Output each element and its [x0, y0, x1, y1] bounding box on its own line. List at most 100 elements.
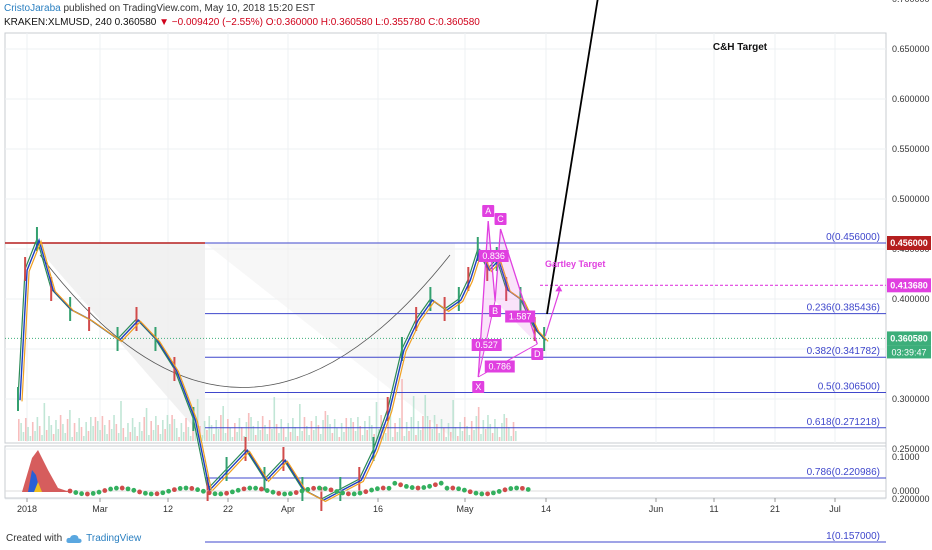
volume-bar: [203, 421, 206, 441]
volume-bar: [43, 403, 46, 441]
osc-dot: [212, 491, 218, 497]
osc-dot: [502, 487, 508, 493]
volume-bar: [124, 437, 127, 441]
tradingview-link[interactable]: TradingView: [86, 533, 142, 544]
fib-level-label: 0.236(0.385436): [807, 303, 880, 314]
volume-bar: [115, 424, 118, 441]
volume-bar: [99, 430, 101, 441]
volume-bar: [224, 433, 227, 441]
osc-dot: [392, 480, 398, 486]
osc-dot: [433, 482, 438, 488]
osc-dot: [479, 491, 485, 497]
price-tag: [887, 236, 931, 250]
osc-dot: [456, 486, 461, 492]
price-tag: [887, 278, 931, 293]
volume-bar: [292, 418, 294, 441]
volume-bar: [429, 420, 431, 441]
point-marker: [494, 213, 507, 225]
volume-bar: [354, 431, 357, 441]
volume-bar: [452, 400, 454, 441]
volume-bar: [264, 425, 266, 441]
volume-bar: [391, 437, 394, 441]
volume-bar: [361, 435, 364, 441]
osc-dot: [85, 491, 90, 497]
volume-bar: [157, 425, 159, 441]
osc-dot: [496, 489, 502, 494]
volume-bar: [443, 428, 445, 441]
osc-dot: [305, 487, 311, 492]
volume-bar: [322, 420, 324, 441]
volume-bar: [440, 419, 443, 441]
osc-dot: [90, 491, 96, 496]
volume-bar: [185, 418, 187, 441]
osc-dot: [282, 491, 287, 497]
footer: Created with TradingView: [6, 533, 141, 544]
volume-bar: [129, 432, 132, 441]
point-label: A: [485, 206, 491, 216]
cup-shade: [33, 243, 205, 440]
y-tick-label: 0.400000: [892, 294, 930, 304]
volume-bar: [422, 416, 424, 441]
price-tag: [887, 331, 931, 346]
osc-dot: [183, 485, 189, 491]
volume-bar: [78, 418, 80, 441]
osc-dot: [485, 491, 490, 497]
volume-bar: [217, 429, 220, 441]
symbol-label: KRAKEN:XLMUSD, 240: [4, 17, 112, 28]
tradingview-cloud-icon: [66, 534, 82, 543]
osc-dot: [438, 480, 444, 486]
volume-bar: [419, 430, 422, 441]
volume-bar: [352, 422, 355, 441]
time-axis[interactable]: 2018 Mar 12 22 Apr 16 May 14 Jun 11 21 Jul: [17, 498, 841, 514]
ratio-label: 0.836: [482, 251, 505, 261]
point-label: B: [492, 306, 498, 316]
price-tag-label: 0.360580: [890, 333, 928, 343]
last-price: 0.360580: [114, 17, 157, 28]
osc-dot: [131, 487, 137, 493]
x-tick-label: 21: [770, 504, 780, 514]
volume-bar: [456, 436, 459, 441]
volume-bar: [461, 431, 464, 441]
author-link[interactable]: CristoJaraba: [4, 3, 61, 14]
volume-bar: [250, 417, 252, 441]
osc-dot: [224, 490, 230, 496]
osc-dot: [363, 489, 369, 495]
volume-bar: [387, 419, 389, 441]
volume-bar: [350, 418, 352, 441]
volume-bar: [459, 422, 461, 441]
osc-dot: [201, 488, 206, 494]
volume-bar: [41, 435, 43, 441]
volume-bar: [484, 429, 487, 441]
volume-bar: [189, 436, 192, 441]
volume-bar: [496, 428, 499, 441]
point-marker: [472, 381, 485, 393]
y-tick-label: 0.200000: [892, 494, 930, 504]
x-tick-label: Apr: [281, 504, 295, 514]
volume-bar: [71, 437, 74, 441]
osc-dot: [473, 490, 479, 496]
x-tick-label: Jun: [649, 504, 664, 514]
volume-bar: [69, 410, 71, 441]
y-tick-label: 0.500000: [892, 194, 930, 204]
volume-bar: [436, 424, 438, 441]
volume-bar: [127, 423, 129, 441]
osc-dot: [143, 490, 148, 496]
osc-dot: [230, 489, 235, 495]
gartley-arrowhead: [555, 285, 563, 292]
ratio-label: 1.587: [509, 312, 532, 322]
volume-bar: [398, 418, 401, 441]
volume-bar: [80, 427, 83, 441]
osc-dot: [189, 486, 195, 491]
target-annotations: [546, 0, 599, 315]
volume-bar: [145, 408, 148, 441]
osc-dot: [264, 488, 270, 493]
osc-dot: [375, 486, 380, 492]
ratio-box: [471, 339, 502, 351]
volume-bar: [463, 417, 466, 441]
volume-bar: [473, 430, 475, 441]
osc-dot: [508, 486, 514, 491]
price-axis[interactable]: 0.2000000.2500000.3000000.3500000.400000…: [887, 0, 931, 504]
x-tick-label: Mar: [92, 504, 108, 514]
volume-bar: [92, 426, 94, 441]
